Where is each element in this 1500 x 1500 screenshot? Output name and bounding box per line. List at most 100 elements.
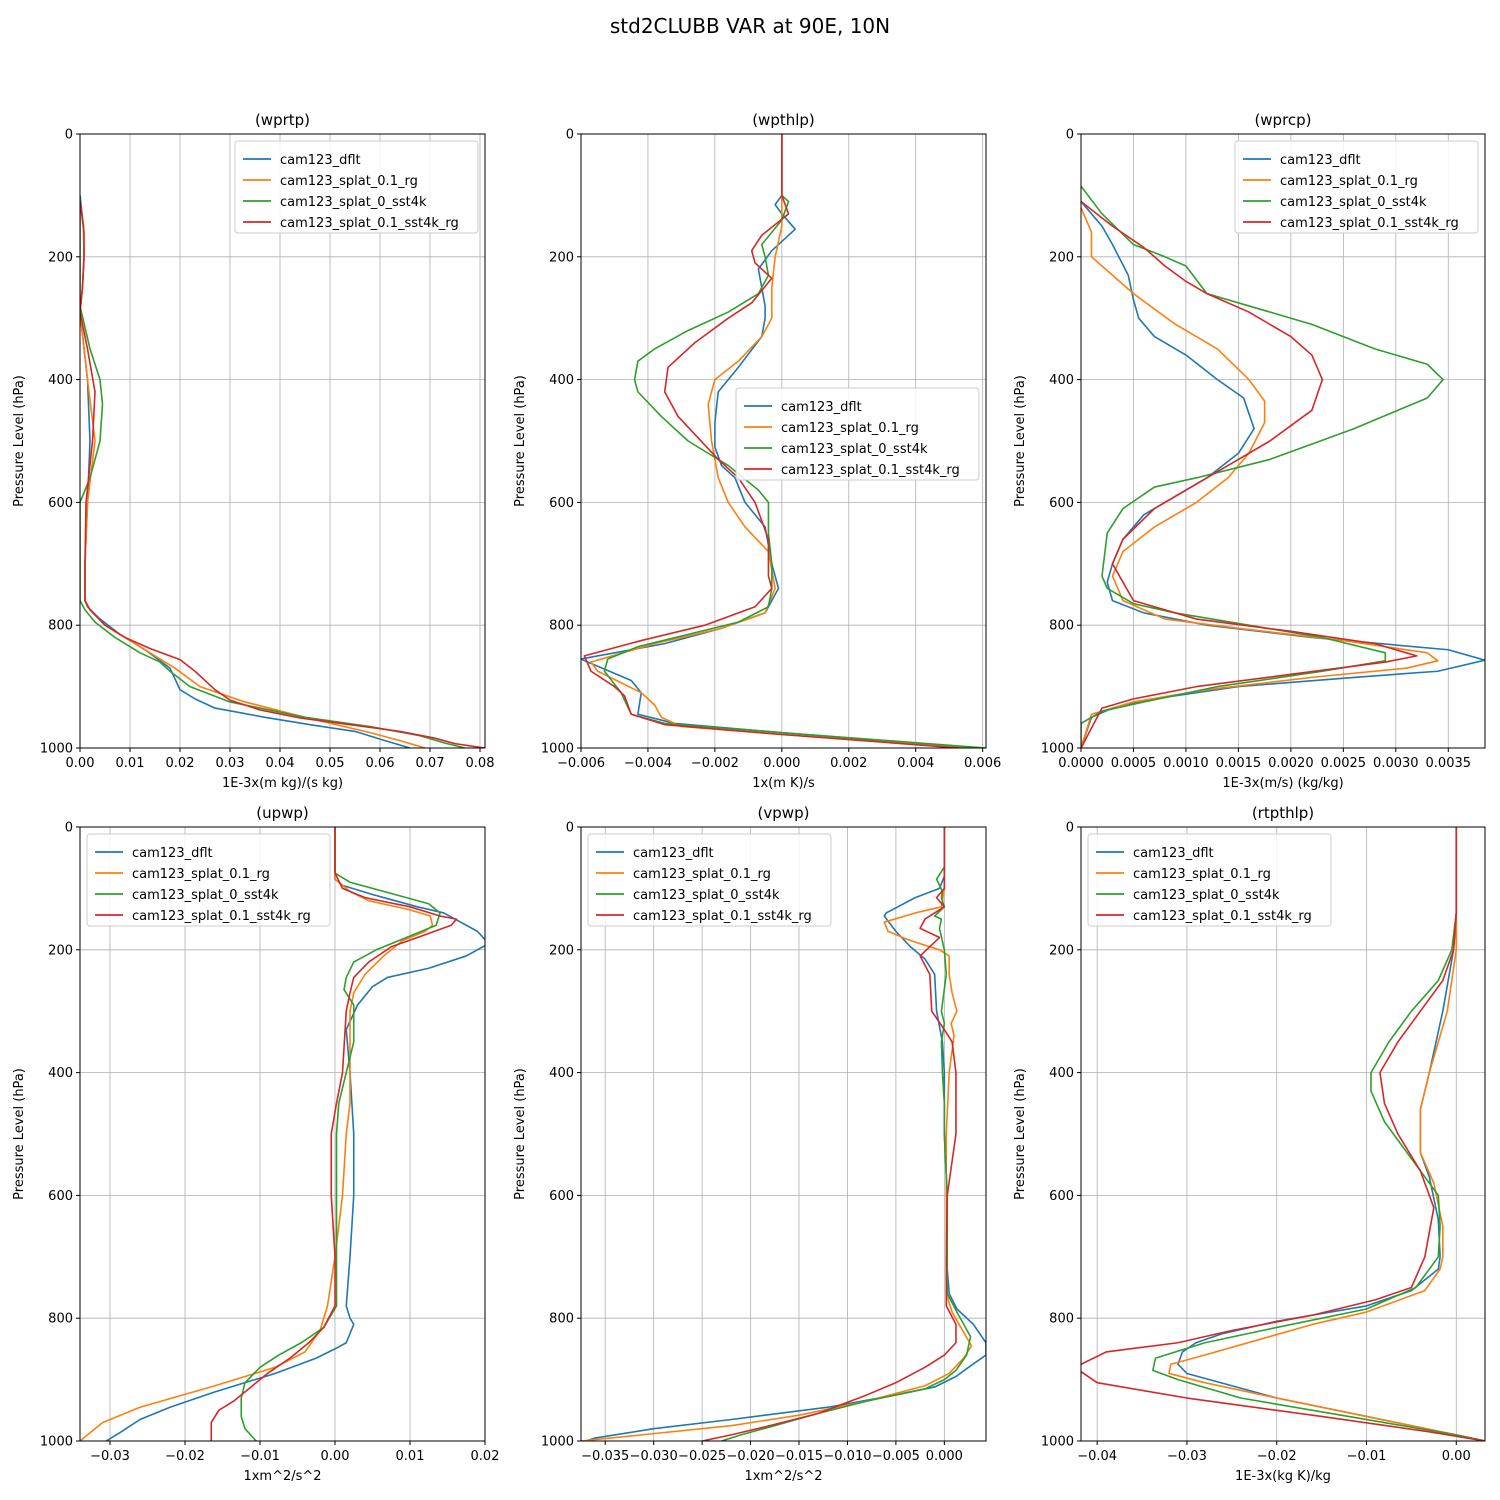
x-tick-label: 0.004 bbox=[897, 756, 934, 771]
legend: cam123_dflt cam123_splat_0.1_rg cam123_spl… bbox=[1087, 833, 1332, 927]
x-tick-label: 0.08 bbox=[466, 756, 495, 771]
x-tick-label: 0.01 bbox=[396, 1449, 425, 1464]
panel-title: (upwp) bbox=[256, 804, 309, 822]
legend-label: cam123_splat_0_sst4k bbox=[132, 888, 279, 903]
series-line-cam123_splat_0_sst4k bbox=[603, 134, 986, 748]
series-line-cam123_splat_0.1_rg bbox=[1168, 827, 1485, 1441]
x-tick-label: 0.0035 bbox=[1426, 756, 1472, 771]
x-tick-label: 0.0010 bbox=[1163, 756, 1209, 771]
series-line-cam123_splat_0.1_sst4k_rg bbox=[583, 134, 960, 748]
legend: cam123_dflt cam123_splat_0.1_rg cam123_spl… bbox=[1234, 140, 1479, 234]
legend-label: cam123_splat_0.1_sst4k_rg bbox=[1133, 909, 1312, 924]
legend-label: cam123_splat_0.1_rg bbox=[280, 174, 418, 189]
chart-panel-6: −0.04 −0.03 −0.02 −0.01 0.00 0 200 400 600 800 100… bbox=[1013, 804, 1486, 1484]
legend-label: cam123_dflt bbox=[132, 846, 213, 861]
x-tick-label: 0.000 bbox=[926, 1449, 963, 1464]
legend-box bbox=[86, 833, 331, 927]
legend-box bbox=[1234, 140, 1479, 234]
y-tick-label: 600 bbox=[1049, 496, 1074, 511]
x-tick-label: −0.015 bbox=[775, 1449, 823, 1464]
x-tick-label: 0.00 bbox=[321, 1449, 350, 1464]
x-tick-label: −0.020 bbox=[727, 1449, 775, 1464]
plot-frame bbox=[79, 133, 486, 749]
y-axis-label: Pressure Level (hPa) bbox=[513, 375, 528, 507]
y-axis-label: Pressure Level (hPa) bbox=[12, 1068, 27, 1200]
panel-title: (wpthlp) bbox=[752, 111, 815, 129]
y-tick-label: 200 bbox=[549, 943, 574, 958]
legend: cam123_dflt cam123_splat_0.1_rg cam123_spl… bbox=[86, 833, 331, 927]
x-tick-label: 0.002 bbox=[830, 756, 867, 771]
y-tick-label: 600 bbox=[549, 496, 574, 511]
y-tick-label: 1000 bbox=[1041, 742, 1074, 757]
legend: cam123_dflt cam123_splat_0.1_rg cam123_spl… bbox=[735, 387, 980, 481]
y-tick-label: 200 bbox=[1049, 943, 1074, 958]
series-line-cam123_splat_0_sst4k bbox=[240, 827, 441, 1441]
y-tick-label: 600 bbox=[549, 1189, 574, 1204]
y-tick-label: 1000 bbox=[40, 742, 73, 757]
series-line-cam123_dflt bbox=[80, 195, 411, 748]
series-line-cam123_splat_0.1_rg bbox=[80, 201, 426, 748]
y-tick-label: 0 bbox=[65, 128, 73, 143]
legend-box bbox=[234, 140, 479, 234]
x-axis-label: 1xm^2/s^2 bbox=[744, 1469, 822, 1484]
y-tick-label: 0 bbox=[1066, 128, 1074, 143]
x-tick-label: 0.01 bbox=[116, 756, 145, 771]
x-tick-label: 0.0025 bbox=[1321, 756, 1367, 771]
legend-label: cam123_splat_0.1_rg bbox=[1133, 867, 1271, 882]
plot-frame bbox=[79, 826, 486, 1442]
y-tick-label: 0 bbox=[1066, 821, 1074, 836]
legend-label: cam123_dflt bbox=[781, 400, 862, 415]
x-tick-label: 0.00 bbox=[1442, 1449, 1471, 1464]
legend-label: cam123_splat_0_sst4k bbox=[633, 888, 780, 903]
x-axis-label: 1x(m K)/s bbox=[752, 776, 815, 791]
x-tick-label: −0.025 bbox=[678, 1449, 726, 1464]
plot-frame bbox=[1080, 133, 1486, 749]
y-axis-label: Pressure Level (hPa) bbox=[12, 375, 27, 507]
series-line-cam123_splat_0.1_rg bbox=[1081, 207, 1439, 748]
y-tick-label: 400 bbox=[48, 1066, 73, 1081]
x-axis-label: 1xm^2/s^2 bbox=[243, 1469, 321, 1484]
series-line-cam123_splat_0_sst4k bbox=[80, 201, 466, 748]
y-tick-label: 800 bbox=[1049, 619, 1074, 634]
y-tick-label: 200 bbox=[48, 943, 73, 958]
legend-label: cam123_splat_0.1_sst4k_rg bbox=[132, 909, 311, 924]
x-tick-label: 0.04 bbox=[266, 756, 295, 771]
x-tick-label: 0.00 bbox=[66, 756, 95, 771]
plot-frame bbox=[580, 133, 987, 749]
y-tick-label: 400 bbox=[48, 373, 73, 388]
y-tick-label: 200 bbox=[1049, 250, 1074, 265]
series-line-cam123_splat_0.1_rg bbox=[590, 134, 966, 748]
legend-box bbox=[1087, 833, 1332, 927]
legend-label: cam123_splat_0.1_sst4k_rg bbox=[781, 463, 960, 478]
x-tick-label: 0.03 bbox=[216, 756, 245, 771]
x-tick-label: −0.03 bbox=[90, 1449, 130, 1464]
y-tick-label: 600 bbox=[48, 496, 73, 511]
x-tick-label: −0.005 bbox=[872, 1449, 920, 1464]
legend-label: cam123_splat_0.1_rg bbox=[1280, 174, 1418, 189]
x-tick-label: 0.0030 bbox=[1373, 756, 1419, 771]
legend-label: cam123_splat_0_sst4k bbox=[1280, 195, 1427, 210]
series-line-cam123_splat_0.1_sst4k_rg bbox=[701, 827, 957, 1441]
y-tick-label: 1000 bbox=[541, 1435, 574, 1450]
legend-label: cam123_splat_0_sst4k bbox=[781, 442, 928, 457]
y-tick-label: 800 bbox=[549, 619, 574, 634]
x-tick-label: 0.006 bbox=[964, 756, 1001, 771]
x-tick-label: 0.0015 bbox=[1216, 756, 1262, 771]
y-tick-label: 600 bbox=[48, 1189, 73, 1204]
y-tick-label: 1000 bbox=[40, 1435, 73, 1450]
y-axis-label: Pressure Level (hPa) bbox=[1013, 1068, 1028, 1200]
legend-label: cam123_splat_0.1_sst4k_rg bbox=[633, 909, 812, 924]
y-axis-label: Pressure Level (hPa) bbox=[513, 1068, 528, 1200]
panel-title: (wprtp) bbox=[255, 111, 310, 129]
x-tick-label: 0.0000 bbox=[1058, 756, 1104, 771]
x-tick-label: −0.010 bbox=[823, 1449, 871, 1464]
y-tick-label: 600 bbox=[1049, 1189, 1074, 1204]
x-tick-label: −0.02 bbox=[165, 1449, 205, 1464]
x-tick-label: 0.06 bbox=[366, 756, 395, 771]
x-tick-label: −0.035 bbox=[581, 1449, 629, 1464]
chart-panel-3: 0.0000 0.0005 0.0010 0.0015 0.0020 0.0025 0.00… bbox=[1013, 111, 1486, 791]
legend-label: cam123_dflt bbox=[1133, 846, 1214, 861]
x-tick-label: 0.07 bbox=[416, 756, 445, 771]
panel-title: (wprcp) bbox=[1254, 111, 1311, 129]
